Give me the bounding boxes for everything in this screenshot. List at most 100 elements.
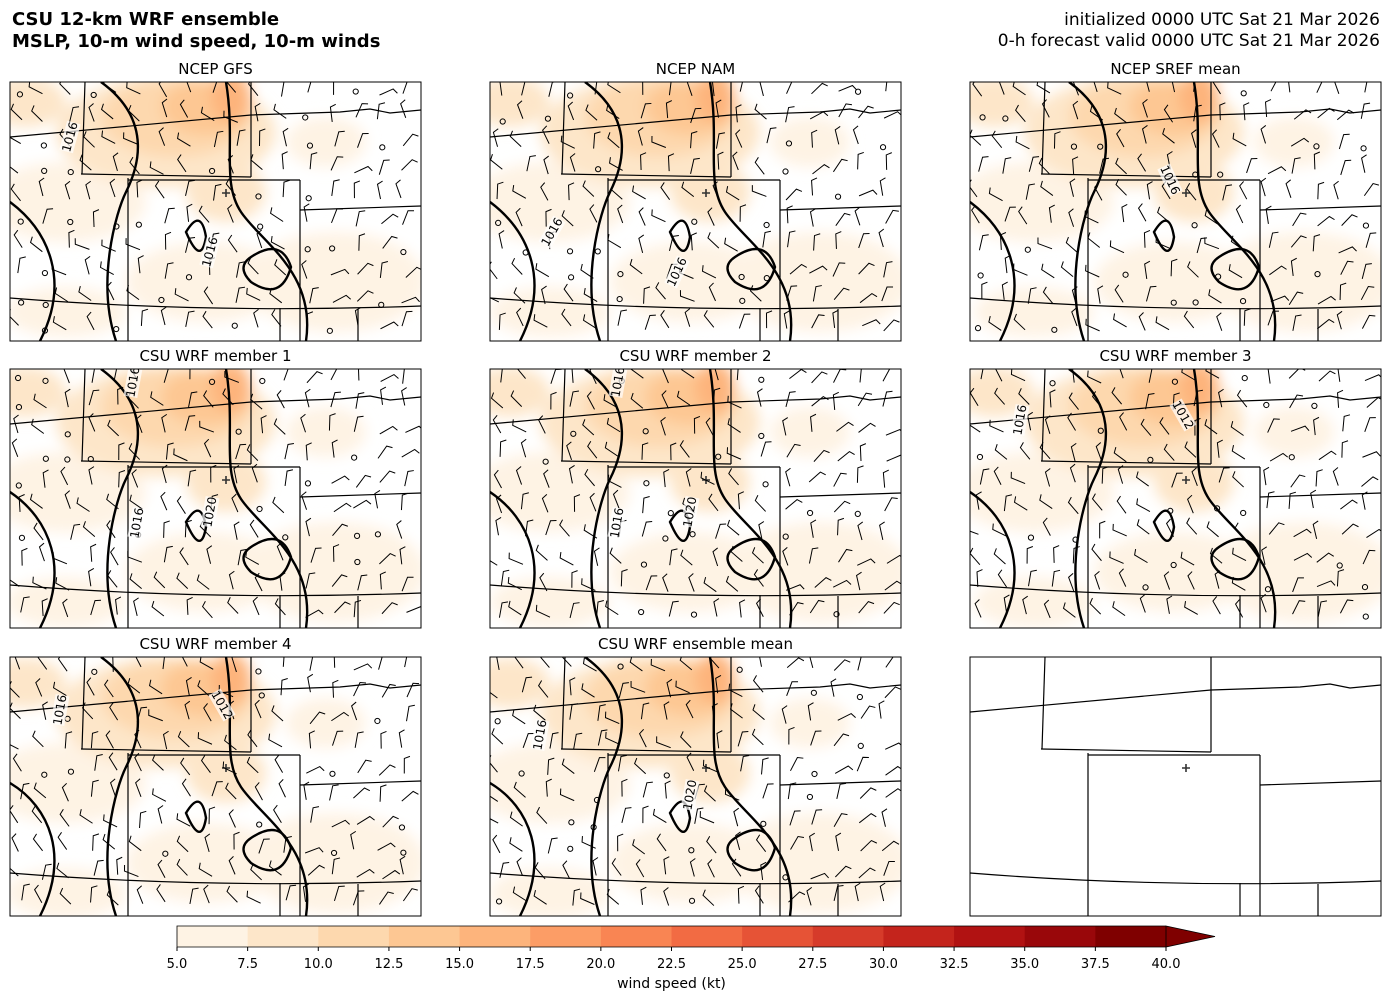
wind-barb	[400, 99, 407, 118]
wind-barb	[679, 657, 693, 671]
wind-barb	[1038, 157, 1051, 175]
wind-barb	[38, 542, 45, 562]
wind-barb	[274, 754, 284, 773]
wind-barb	[569, 153, 576, 172]
wind-barb	[1089, 597, 1102, 615]
wind-barb	[1180, 551, 1195, 566]
wind-barb	[1041, 99, 1050, 118]
wind-barb	[690, 130, 698, 149]
wind-barb	[1310, 489, 1317, 509]
wind-barb	[1209, 547, 1223, 564]
wind-barb	[353, 681, 367, 697]
wind-barb	[148, 679, 163, 695]
calm-wind	[378, 301, 385, 308]
wind-barb	[680, 549, 693, 566]
wind-barb	[833, 885, 844, 901]
shade-blob	[490, 868, 610, 916]
wind-barb	[1333, 180, 1339, 200]
wind-barb	[994, 444, 1008, 460]
calm-wind	[1362, 613, 1369, 620]
wind-barb	[1270, 82, 1277, 92]
wind-barb	[729, 703, 743, 719]
calm-wind	[304, 246, 311, 253]
wind-barb	[270, 207, 284, 222]
wind-barb	[245, 551, 260, 565]
wind-barb	[165, 442, 174, 460]
wind-barb	[203, 390, 214, 408]
wind-barb	[811, 177, 818, 196]
wind-barb	[617, 833, 624, 852]
wind-barb	[184, 415, 196, 431]
calm-wind	[1122, 271, 1129, 278]
wind-barb	[1002, 157, 1012, 174]
wind-barb	[635, 859, 645, 878]
wind-barb	[173, 448, 188, 462]
wind-barb	[1360, 286, 1375, 301]
shade-blob	[126, 823, 286, 903]
wind-barb	[62, 598, 69, 618]
wind-barb	[629, 258, 643, 275]
wind-barb	[1290, 137, 1310, 147]
wind-barb	[201, 600, 213, 619]
wind-barb	[1362, 549, 1376, 565]
wind-barb	[675, 680, 690, 694]
wind-barb	[535, 544, 548, 561]
wind-barb	[179, 99, 189, 118]
city-marker	[1182, 189, 1190, 197]
wind-barb	[735, 129, 743, 148]
wind-barb	[629, 657, 643, 672]
wind-barb	[1288, 491, 1297, 509]
calm-wind	[568, 819, 575, 826]
wind-barb	[184, 700, 191, 720]
city-marker	[702, 189, 710, 197]
shade-blob	[211, 369, 251, 412]
calm-wind	[16, 91, 24, 98]
wind-barb	[640, 886, 647, 905]
wind-barb	[357, 369, 360, 381]
valid-time: 0-h forecast valid 0000 UTC Sat 21 Mar 2…	[998, 31, 1380, 51]
wind-barb	[751, 547, 764, 564]
wind-barb	[690, 157, 700, 174]
wind-barb	[1165, 518, 1174, 537]
shade-blob	[10, 868, 126, 916]
wind-barb	[566, 441, 573, 461]
wind-barb	[88, 413, 96, 432]
wind-barb	[603, 394, 618, 408]
wind-barb	[516, 857, 524, 876]
contour-label: 1016	[608, 366, 627, 399]
wind-barb	[332, 730, 344, 746]
wind-barb	[1026, 546, 1034, 564]
wind-barb	[331, 574, 348, 587]
wind-barb	[790, 835, 805, 850]
wind-barb	[885, 428, 901, 436]
wind-barb	[1336, 569, 1345, 587]
wind-barb	[379, 552, 396, 565]
calm-wind	[1239, 297, 1247, 305]
wind-barb	[713, 598, 720, 617]
shade-blob	[1094, 242, 1254, 322]
wind-barb	[1231, 445, 1246, 460]
wind-barb	[187, 391, 198, 408]
wind-barb	[785, 498, 803, 510]
wind-barb	[1062, 602, 1076, 618]
wind-barb	[1232, 547, 1247, 562]
wind-barb	[611, 858, 622, 876]
map-content: 1016 1012	[10, 657, 421, 916]
isobar	[726, 828, 777, 872]
wind-barb	[227, 597, 239, 614]
wind-barb	[715, 99, 722, 118]
wind-barb	[786, 681, 799, 696]
wind-barb	[153, 571, 166, 589]
wind-barb	[507, 577, 522, 591]
colorbar-tick-label: 7.5	[237, 957, 258, 972]
wind-barb	[808, 547, 819, 564]
wind-barb	[617, 754, 627, 772]
wind-barb	[204, 833, 211, 853]
wind-barb	[632, 185, 646, 200]
wind-barb	[1043, 599, 1051, 619]
wind-barb	[668, 600, 679, 617]
wind-barb	[679, 440, 690, 458]
wind-barb	[681, 369, 695, 379]
